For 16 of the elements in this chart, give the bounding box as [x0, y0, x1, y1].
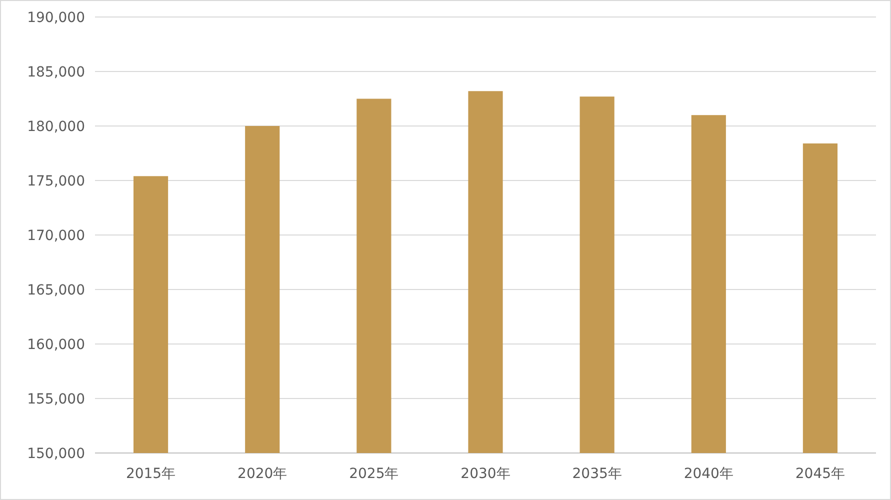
x-tick-label: 2020年 [238, 466, 288, 482]
x-tick-label: 2045年 [795, 466, 846, 482]
y-tick-label: 190,000 [27, 10, 85, 26]
x-tick-label: 2025年 [349, 466, 399, 482]
y-tick-label: 170,000 [27, 228, 85, 244]
y-tick-label: 185,000 [27, 64, 85, 80]
x-tick-label: 2015年 [126, 466, 176, 482]
x-tick-label: 2040年 [684, 466, 734, 482]
y-tick-label: 180,000 [27, 118, 85, 135]
y-tick-label: 165,000 [27, 282, 85, 298]
x-tick-label: 2035年 [572, 466, 622, 482]
y-tick-label: 175,000 [27, 173, 85, 190]
y-tick-label: 160,000 [27, 336, 85, 353]
y-tick-label: 155,000 [27, 391, 85, 408]
x-tick-label: 2030年 [460, 466, 510, 482]
y-tick-label: 150,000 [27, 446, 85, 462]
